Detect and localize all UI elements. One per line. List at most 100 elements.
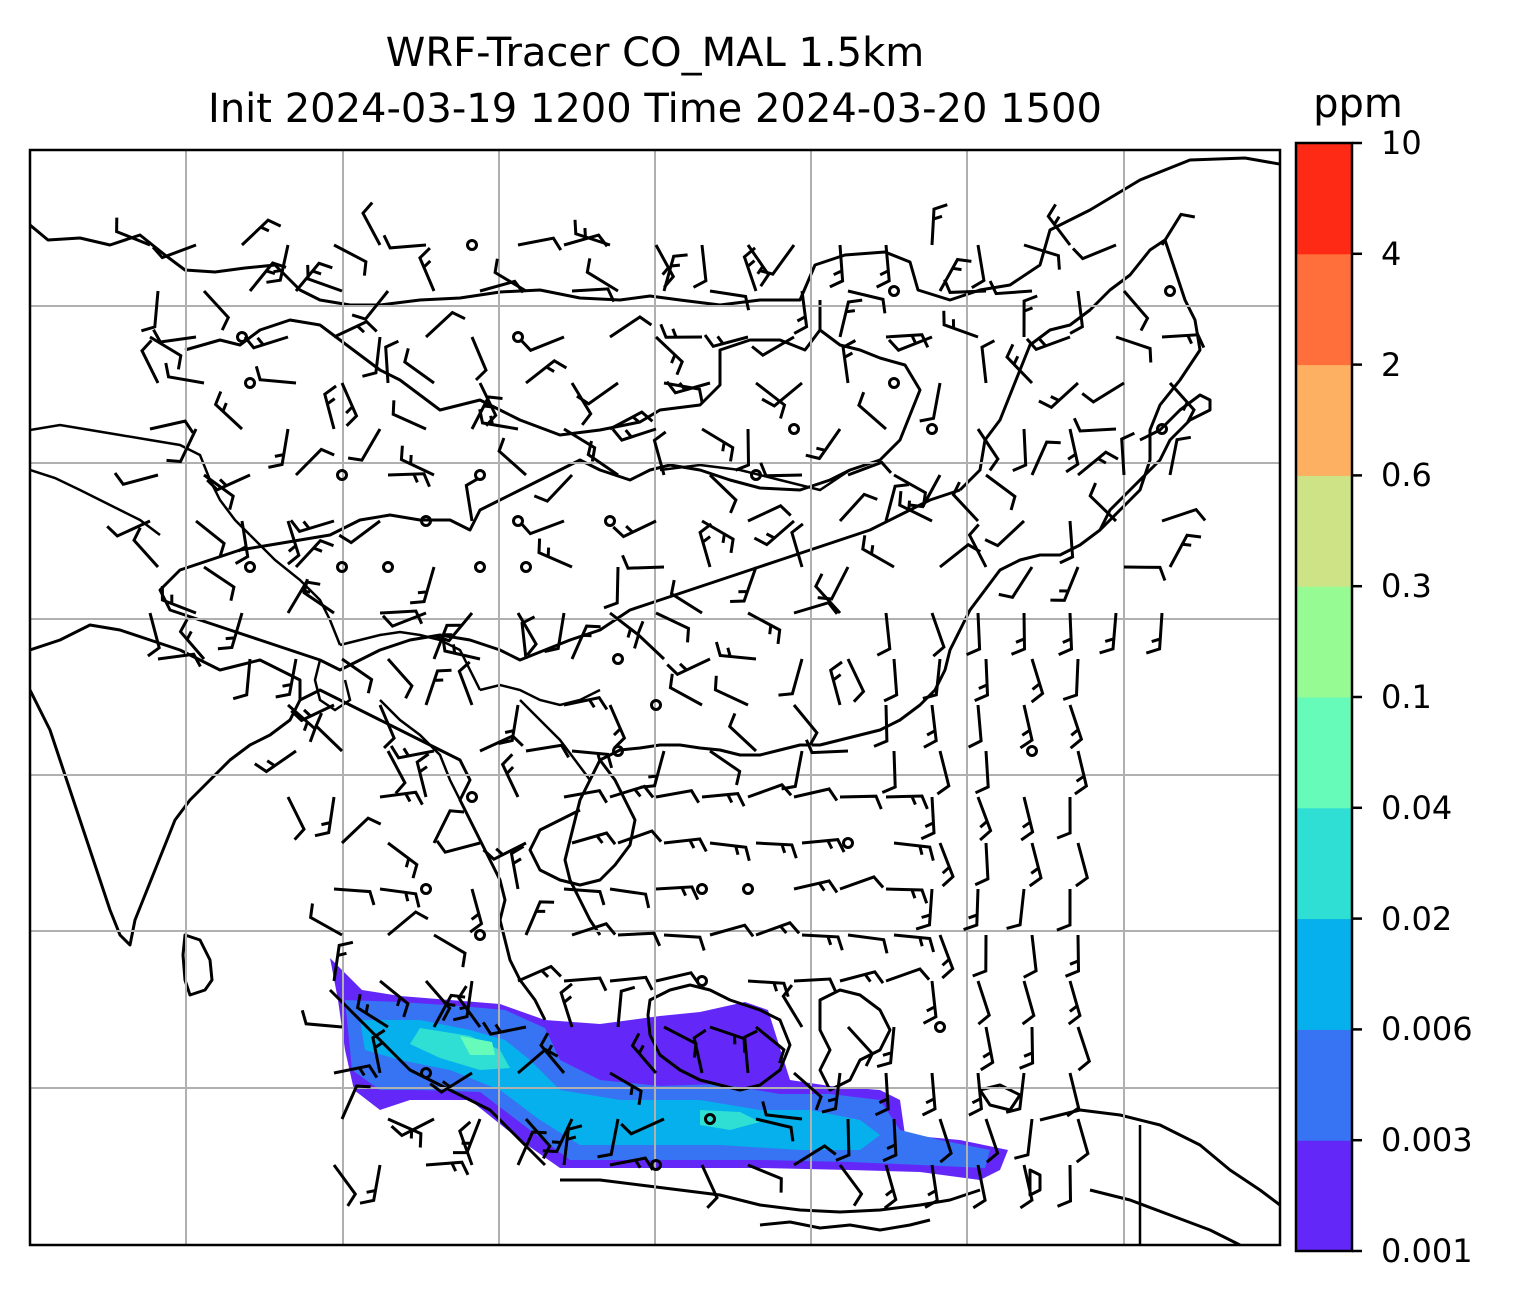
wind-barb (930, 612, 946, 658)
calm-marker (604, 515, 616, 527)
wind-barb (435, 612, 474, 643)
wind-barb (839, 794, 883, 810)
wind-barb (140, 339, 160, 384)
wind-barb (792, 704, 819, 746)
wind-barb (838, 1164, 864, 1207)
coastline-india (30, 623, 302, 947)
calm-marker (888, 377, 900, 389)
wind-barb (1021, 980, 1036, 1026)
wind-barb (1088, 482, 1118, 523)
wind-barb (616, 985, 636, 1028)
wind-barb (314, 712, 344, 753)
border-china-west (249, 534, 342, 646)
wind-barb (203, 565, 236, 602)
wind-barb (636, 620, 666, 661)
wind-barb (1071, 243, 1117, 261)
wind-barb (974, 750, 990, 795)
wind-barb (213, 390, 244, 431)
wind-barb (147, 612, 161, 658)
wind-barb (382, 234, 427, 250)
wind-barb (478, 382, 498, 427)
wind-barb (663, 381, 704, 404)
wind-barb (828, 660, 843, 706)
wind-barb (612, 519, 657, 539)
wind-barb (203, 473, 235, 510)
colorbar-unit: ppm (1313, 81, 1403, 127)
wind-barb (519, 335, 565, 353)
wind-barb (441, 636, 481, 661)
wind-barb (300, 1009, 343, 1029)
wind-barb (573, 219, 611, 247)
colorbar-tick-label: 0.6 (1381, 456, 1432, 495)
wind-barb (847, 289, 887, 314)
wind-barb (761, 1101, 803, 1121)
calm-marker (888, 285, 900, 297)
calm-marker (1026, 745, 1038, 757)
wind-barb (1081, 381, 1125, 404)
wind-barb (805, 739, 849, 755)
wind-barb (287, 703, 317, 743)
border-myanmar (379, 699, 462, 801)
wind-barb (479, 734, 524, 753)
wind-barb (1030, 440, 1061, 476)
wind-barb (195, 519, 226, 558)
wind-barb (743, 1029, 758, 1074)
wind-barb (294, 261, 333, 292)
wind-barb (972, 1164, 987, 1210)
colorbar-segment (1296, 1029, 1352, 1141)
wind-barb (609, 410, 654, 431)
wind-barb (924, 1164, 939, 1209)
wind-barb (390, 1117, 435, 1138)
wind-barb (1168, 533, 1202, 568)
wind-barb (972, 934, 988, 978)
wind-barb (391, 400, 427, 431)
wind-barb (885, 887, 929, 904)
wind-barb (922, 980, 938, 1025)
wind-barb (908, 474, 942, 509)
wind-barb (333, 887, 376, 906)
wind-barb (1075, 842, 1090, 888)
wind-barb (988, 280, 1033, 296)
wind-barb (333, 1064, 379, 1079)
colorbar-segment (1296, 586, 1352, 698)
wind-barb (332, 940, 354, 982)
wind-barb (920, 796, 936, 841)
wind-barb (470, 395, 503, 430)
wind-barb (655, 885, 700, 901)
wind-barb (571, 831, 617, 846)
wind-barb (1019, 1026, 1035, 1070)
wind-barb (1030, 658, 1045, 704)
coastline-newguinea-south (1089, 1188, 1241, 1245)
wind-barb (793, 1144, 837, 1167)
wind-barb (985, 473, 1017, 511)
wind-barb (464, 477, 480, 522)
wind-barb (759, 462, 803, 478)
wind-barb (266, 244, 290, 284)
map-frame (28, 148, 1282, 1247)
coastline-sumatra (328, 988, 547, 1167)
wind-barb (709, 841, 751, 862)
wind-barb (424, 980, 452, 1022)
wind-barb (966, 612, 982, 656)
calm-marker (934, 1021, 946, 1033)
wind-barb (113, 472, 159, 487)
wind-barb (106, 519, 151, 538)
wind-barb (801, 838, 846, 853)
wind-barb (1076, 1026, 1092, 1072)
wind-barb (418, 247, 436, 292)
wind-barb (967, 704, 983, 749)
calm-marker (750, 469, 762, 481)
wind-barb (603, 566, 620, 610)
calm-marker (420, 515, 432, 527)
wind-barb (976, 980, 991, 1026)
wind-barb (379, 790, 424, 806)
wind-barb (630, 1032, 658, 1074)
wind-barb (248, 261, 287, 292)
coastline-java (560, 1178, 981, 1214)
calm-marker (520, 561, 532, 573)
wind-barb (841, 339, 857, 384)
wind-barb (885, 794, 929, 810)
calm-marker (704, 1113, 716, 1125)
wind-barb (1019, 1164, 1034, 1210)
wind-barb (1099, 612, 1118, 655)
